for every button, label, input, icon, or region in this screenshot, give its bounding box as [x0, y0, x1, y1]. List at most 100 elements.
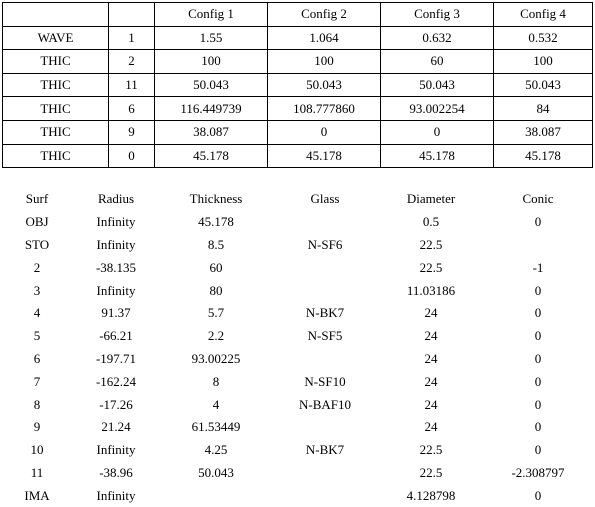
cell: 11.03186: [406, 282, 456, 298]
cell: 45.178: [198, 214, 234, 230]
cell: 91.37: [101, 305, 131, 321]
header-cell: Config 3: [380, 2, 494, 27]
cell: 61.53449: [191, 419, 241, 435]
cell: 24: [424, 419, 438, 435]
surface-row: 8 -17.26 4 N-BAF10 24 0: [0, 393, 590, 416]
cell: 24: [424, 373, 438, 389]
cell: 45.178: [380, 143, 494, 169]
header-cell: Config 4: [493, 2, 593, 27]
cell: -38.135: [95, 259, 137, 275]
header-row: Config 1 Config 2 Config 3 Config 4: [2, 2, 593, 27]
header-cell: Thickness: [189, 191, 243, 207]
cell: 1.064: [267, 25, 381, 51]
cell: 0: [534, 373, 542, 389]
surface-row: OBJ Infinity 45.178 0.5 0: [0, 211, 590, 234]
cell: 0.632: [380, 25, 494, 51]
cell: 50.043: [380, 72, 494, 98]
cell: [274, 211, 376, 234]
cell: 80: [209, 282, 223, 298]
cell: 60: [380, 49, 494, 74]
cell: 1.55: [154, 25, 268, 51]
cell: STO: [24, 236, 50, 252]
header-cell: Radius: [97, 191, 135, 207]
surface-row: 10 Infinity 4.25 N-BK7 22.5 0: [0, 439, 590, 462]
cell: 24: [424, 396, 438, 412]
cell: 22.5: [419, 236, 443, 252]
cell: 0: [534, 419, 542, 435]
cell: N-SF5: [307, 328, 343, 344]
cell: 4: [33, 305, 41, 321]
header-cell: Diameter: [406, 191, 456, 207]
cell: THIC: [2, 96, 109, 121]
surface-row: 7 -162.24 8 N-SF10 24 0: [0, 370, 590, 393]
cell: 116.449739: [154, 96, 268, 121]
cell: [274, 484, 376, 507]
cell: -197.71: [95, 350, 137, 366]
cell: 60: [209, 259, 223, 275]
config-row: THIC 2 100 100 60 100: [2, 49, 593, 74]
cell: 0: [534, 214, 542, 230]
cell: 9: [33, 419, 41, 435]
config-table: Config 1 Config 2 Config 3 Config 4 WAVE 1 1.5…: [2, 2, 593, 169]
cell: 6: [33, 350, 41, 366]
cell: 45.178: [154, 143, 268, 169]
cell: 0: [534, 350, 542, 366]
cell: -2.308797: [511, 464, 565, 480]
surface-row: STO Infinity 8.5 N-SF6 22.5: [0, 234, 590, 257]
cell: 21.24: [101, 419, 131, 435]
config-row: THIC 11 50.043 50.043 50.043 50.043: [2, 72, 593, 98]
lens-data-table: Surf Radius Thickness Glass Diameter Conic OBJ…: [0, 188, 590, 507]
cell: 24: [424, 305, 438, 321]
cell: 100: [493, 49, 593, 74]
cell: 24: [424, 328, 438, 344]
cell: 45.178: [267, 143, 381, 169]
cell: 7: [33, 373, 41, 389]
cell: N-SF6: [307, 236, 343, 252]
surface-row: 5 -66.21 2.2 N-SF5 24 0: [0, 325, 590, 348]
cell: 100: [267, 49, 381, 74]
surface-row: 3 Infinity 80 11.03186 0: [0, 279, 590, 302]
cell: 5: [33, 328, 41, 344]
empty-cell: [2, 2, 109, 27]
surface-row: 2 -38.135 60 22.5 -1: [0, 256, 590, 279]
cell: 24: [424, 350, 438, 366]
surface-row: 4 91.37 5.7 N-BK7 24 0: [0, 302, 590, 325]
cell: [274, 279, 376, 302]
cell: 50.043: [267, 72, 381, 98]
surface-row: 6 -197.71 93.00225 24 0: [0, 348, 590, 371]
cell: THIC: [2, 49, 109, 74]
config-row: THIC 6 116.449739 108.777860 93.002254 84: [2, 96, 593, 121]
cell: -1: [532, 259, 544, 275]
cell: 0: [108, 143, 155, 169]
cell: THIC: [2, 72, 109, 98]
cell: OBJ: [25, 214, 49, 230]
cell: 8.5: [207, 236, 225, 252]
cell: -17.26: [99, 396, 133, 412]
cell: 50.043: [493, 72, 593, 98]
cell: 50.043: [154, 72, 268, 98]
cell: 2: [108, 49, 155, 74]
cell: 0: [534, 282, 542, 298]
cell: [274, 256, 376, 279]
cell: 45.178: [493, 143, 593, 169]
config-row: WAVE 1 1.55 1.064 0.632 0.532: [2, 25, 593, 51]
cell: 0: [534, 305, 542, 321]
cell: 9: [108, 119, 155, 145]
empty-cell: [108, 2, 155, 27]
surface-row: 11 -38.96 50.043 22.5 -2.308797: [0, 462, 590, 485]
cell: -162.24: [95, 373, 137, 389]
cell: 0: [534, 442, 542, 458]
cell: Infinity: [96, 442, 136, 458]
cell: N-SF10: [304, 373, 346, 389]
cell: N-BAF10: [298, 396, 351, 412]
cell: WAVE: [2, 25, 109, 51]
cell: 22.5: [419, 464, 443, 480]
cell: 6: [108, 96, 155, 121]
cell: 0.5: [422, 214, 440, 230]
cell: [274, 348, 376, 371]
config-row: THIC 9 38.087 0 0 38.087: [2, 119, 593, 145]
cell: 100: [154, 49, 268, 74]
cell: 11: [108, 72, 155, 98]
cell: 11: [30, 464, 44, 480]
